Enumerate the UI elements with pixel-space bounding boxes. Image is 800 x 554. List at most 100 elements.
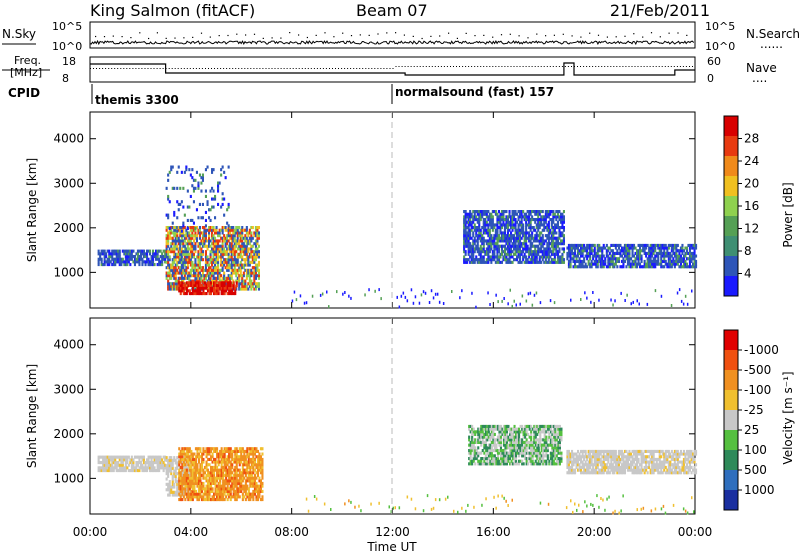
heatmap-cell	[487, 252, 490, 256]
heatmap-cell	[185, 268, 188, 272]
heatmap-cell	[552, 218, 555, 222]
heatmap-cell	[212, 271, 215, 275]
heatmap-cell	[246, 452, 249, 456]
heatmap-cell	[497, 260, 500, 264]
heatmap-cell	[147, 466, 150, 470]
heatmap-cell	[475, 440, 478, 444]
heatmap-cell	[514, 220, 517, 224]
heatmap-cell	[256, 255, 259, 259]
heatmap-cell	[664, 254, 667, 258]
heatmap-cell	[229, 484, 232, 488]
heatmap-cell	[205, 460, 208, 464]
heatmap-cell	[174, 228, 177, 232]
heatmap-cell	[605, 249, 608, 253]
heatmap-cell	[663, 265, 666, 269]
heatmap-cell	[240, 484, 243, 488]
heatmap-cell	[220, 286, 223, 290]
heatmap-cell	[261, 484, 264, 488]
heatmap-cell	[208, 289, 211, 293]
heatmap-cell	[205, 498, 208, 502]
heatmap-cell	[186, 258, 189, 262]
heatmap-cell	[528, 218, 531, 222]
heatmap-cell	[553, 215, 556, 219]
heatmap-cell	[216, 292, 219, 296]
heatmap-cell	[511, 226, 514, 230]
heatmap-cell	[173, 490, 176, 494]
heatmap-cell	[472, 242, 475, 246]
heatmap-cell	[171, 284, 174, 288]
heatmap-cell	[106, 461, 109, 465]
heatmap-cell	[191, 218, 194, 222]
heatmap-cell	[555, 242, 558, 246]
heatmap-cell	[209, 260, 212, 264]
heatmap-cell	[99, 466, 102, 470]
heatmap-cell	[179, 471, 182, 475]
heatmap-cell	[233, 228, 236, 232]
heatmap-cell	[491, 228, 494, 232]
heatmap-cell	[208, 484, 211, 488]
heatmap-cell	[215, 231, 218, 235]
heatmap-cell	[199, 281, 202, 285]
heatmap-cell	[228, 473, 231, 477]
heatmap-cell	[494, 260, 497, 264]
heatmap-cell	[222, 473, 225, 477]
nave-dot	[540, 66, 542, 67]
heatmap-cell	[531, 226, 534, 230]
heatmap-cell	[540, 236, 543, 240]
heatmap-cell	[251, 236, 254, 240]
heatmap-cell	[218, 234, 221, 238]
heatmap-cell	[217, 292, 220, 296]
heatmap-cell	[521, 294, 524, 298]
nave-dot	[198, 68, 200, 69]
heatmap-cell	[181, 283, 184, 287]
heatmap-cell	[522, 228, 525, 232]
heatmap-cell	[234, 457, 237, 461]
heatmap-cell	[428, 301, 431, 304]
range-tick-label: 3000	[53, 176, 84, 190]
heatmap-cell	[213, 449, 216, 453]
heatmap-cell	[191, 481, 194, 485]
heatmap-cell	[261, 465, 264, 469]
heatmap-cell	[183, 263, 186, 267]
heatmap-cell	[496, 228, 499, 232]
heatmap-cell	[252, 447, 255, 451]
heatmap-cell	[150, 260, 153, 264]
heatmap-cell	[230, 244, 233, 248]
nave-dot	[338, 68, 339, 69]
heatmap-cell	[608, 259, 611, 263]
heatmap-cell	[219, 286, 222, 290]
heatmap-cell	[152, 252, 155, 256]
heatmap-cell	[167, 226, 170, 230]
heatmap-cell	[176, 268, 179, 272]
heatmap-cell	[234, 460, 237, 464]
heatmap-cell	[126, 257, 129, 261]
heatmap-cell	[245, 263, 248, 267]
heatmap-cell	[514, 228, 517, 232]
heatmap-cell	[167, 260, 170, 264]
heatmap-cell	[126, 260, 129, 264]
heatmap-cell	[543, 250, 546, 254]
heatmap-cell	[230, 228, 233, 232]
heatmap-cell	[569, 243, 572, 247]
heatmap-cell	[558, 226, 561, 230]
search-noise-dot	[236, 33, 238, 35]
heatmap-cell	[141, 260, 144, 264]
heatmap-cell	[220, 250, 223, 254]
heatmap-cell	[235, 489, 238, 493]
heatmap-cell	[129, 252, 132, 256]
heatmap-cell	[584, 265, 587, 269]
heatmap-cell	[200, 487, 203, 491]
heatmap-cell	[469, 236, 472, 240]
heatmap-cell	[467, 215, 470, 219]
heatmap-cell	[173, 276, 176, 280]
heatmap-cell	[253, 468, 256, 472]
heatmap-cell	[187, 452, 190, 456]
heatmap-cell	[258, 455, 261, 459]
heatmap-cell	[525, 258, 528, 262]
heatmap-cell	[623, 254, 626, 258]
heatmap-cell	[212, 260, 215, 264]
heatmap-cell	[495, 293, 497, 297]
heatmap-cell	[229, 447, 232, 451]
heatmap-cell	[543, 215, 546, 219]
heatmap-cell	[185, 236, 188, 240]
